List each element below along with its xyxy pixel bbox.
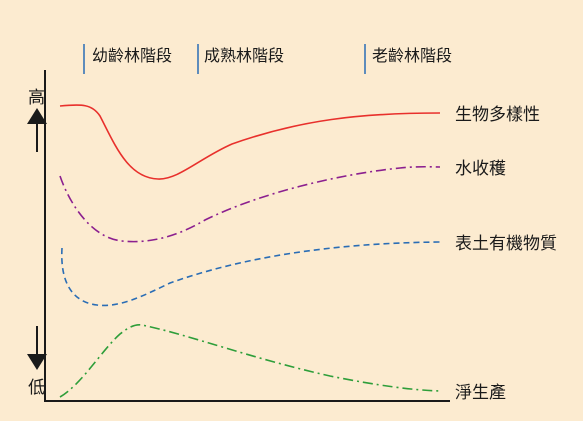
curve-label-net-production: 淨生產 <box>455 383 506 403</box>
stage-label-young: 幼齡林階段 <box>92 46 172 65</box>
y-high-label: 高 <box>28 88 45 108</box>
curve-label-water-yield: 水收穫 <box>455 159 506 179</box>
stage-label-mature: 成熟林階段 <box>204 46 284 65</box>
stage-label-old: 老齡林階段 <box>372 46 452 65</box>
y-low-label: 低 <box>28 378 45 398</box>
curve-label-topsoil-organic-matter: 表土有機物質 <box>455 234 557 254</box>
curve-net-production <box>59 323 441 398</box>
curve-water-yield <box>59 165 441 243</box>
curve-biodiversity <box>59 104 441 180</box>
curve-label-biodiversity: 生物多樣性 <box>455 105 540 125</box>
curve-topsoil-organic-matter <box>61 241 441 307</box>
